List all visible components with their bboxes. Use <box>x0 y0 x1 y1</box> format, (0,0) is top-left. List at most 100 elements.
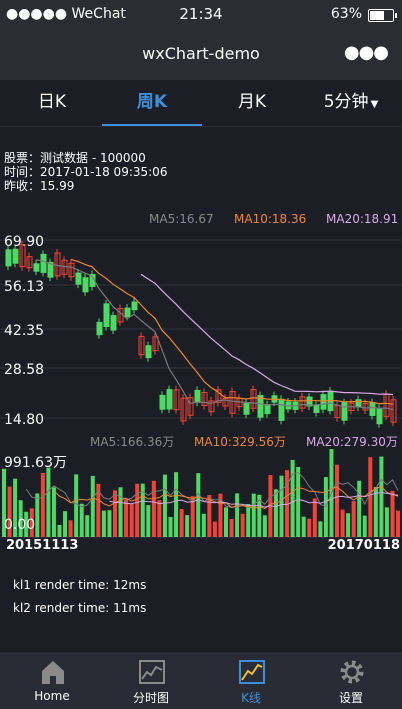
dropdown-caret-icon: ▼ <box>370 99 379 110</box>
volume-bar <box>196 473 201 537</box>
x-axis-start-label: 20151113 <box>6 538 78 551</box>
volume-bar <box>318 521 323 537</box>
kline-candle <box>278 398 285 421</box>
volume-bar <box>373 487 378 537</box>
volume-bar <box>79 503 84 537</box>
volume-bar <box>179 509 184 537</box>
tabbar-home[interactable]: Home <box>2 652 102 709</box>
kline-candle <box>110 315 117 331</box>
tabbar-settings-label: 设置 <box>338 691 363 705</box>
kline-candle <box>75 272 82 285</box>
volume-bar <box>157 500 162 537</box>
x-axis-end-label: 20170118 <box>328 538 400 551</box>
kline-candle <box>299 396 306 409</box>
volume-bar <box>307 518 312 537</box>
render-log-2: kl2 render time: 11ms <box>13 601 147 615</box>
volume-bar <box>96 483 101 537</box>
volume-bar <box>273 489 278 537</box>
kline-candle <box>390 399 397 423</box>
kline-candle <box>222 397 229 407</box>
home-icon <box>42 661 64 684</box>
kline-candle <box>180 397 187 422</box>
kline-candle <box>215 389 222 403</box>
volume-bar <box>212 521 217 537</box>
tab-day[interactable]: 日K <box>37 92 67 112</box>
volume-bar <box>390 490 395 537</box>
volume-bar <box>251 493 256 537</box>
volume-bar <box>24 511 29 537</box>
stock-name: 股票：测试数据 - 100000 <box>4 151 146 165</box>
kline-candle <box>68 262 75 278</box>
battery-icon <box>368 9 397 22</box>
kline-candle <box>5 249 12 267</box>
gear-icon <box>340 660 364 684</box>
volume-bar <box>190 496 195 537</box>
kline-candle <box>103 303 110 328</box>
volume-bar <box>257 494 262 537</box>
volume-bar <box>40 472 45 537</box>
prev-close: 昨收：15.99 <box>4 179 75 193</box>
kline-chart[interactable]: 69.90 56.13 42.35 28.58 14.80 <box>0 228 402 428</box>
volume-bar <box>124 499 129 537</box>
tab-week[interactable]: 周K <box>102 80 202 126</box>
volume-ma20: MA20:279.30万 <box>306 435 398 449</box>
tab-month[interactable]: 月K <box>237 92 267 112</box>
render-log-1: kl1 render time: 12ms <box>13 578 147 592</box>
kline-candle <box>229 391 236 414</box>
volume-bar <box>362 515 367 537</box>
volume-ma5: MA5:166.36万 <box>90 435 175 449</box>
volume-bar <box>396 510 401 537</box>
volume-bar <box>35 493 40 537</box>
volume-bar <box>357 480 362 537</box>
volume-bar <box>246 503 251 537</box>
volume-y-max-label: 991.63万 <box>4 455 67 471</box>
volume-bar <box>384 507 389 537</box>
volume-bar <box>7 486 12 537</box>
tab-5min[interactable]: 5分钟 ▼ <box>296 80 402 126</box>
volume-bar <box>351 501 356 537</box>
volume-chart[interactable]: 991.63万 0.00 20151113 20170118 <box>0 449 402 551</box>
kline-ma5-line <box>35 259 394 411</box>
volume-ma20-line <box>109 491 399 508</box>
volume-bar <box>57 524 62 537</box>
kline-y-label: 14.80 <box>4 412 44 428</box>
kline-candle <box>201 391 208 407</box>
tabbar-timeshare[interactable]: 分时图 <box>101 652 201 709</box>
tabbar-kline[interactable]: K线 <box>201 652 301 709</box>
volume-bar <box>235 493 240 537</box>
kline-candle <box>138 335 145 356</box>
volume-bar <box>107 510 112 537</box>
volume-ma5-line <box>25 471 399 509</box>
volume-bar <box>68 520 73 537</box>
volume-bar <box>135 483 140 537</box>
volume-ma10: MA10:329.56万 <box>194 435 286 449</box>
volume-bar <box>201 513 206 537</box>
volume-bar <box>290 459 295 537</box>
kline-candle <box>47 261 54 278</box>
more-menu-button[interactable]: ●●● <box>343 42 389 63</box>
kline-candle <box>376 407 383 425</box>
kline-candle <box>208 400 215 413</box>
tabbar-kline-label: K线 <box>241 691 261 705</box>
kline-candle <box>96 321 103 336</box>
kline-candle <box>12 248 19 264</box>
kline-candle <box>173 389 180 411</box>
battery-percent: 63% <box>330 6 362 22</box>
kline-ma10: MA10:18.36 <box>234 212 307 226</box>
kline-y-label: 28.58 <box>4 362 44 378</box>
volume-bar <box>29 508 34 537</box>
kline-candle <box>250 389 257 409</box>
tabbar-settings[interactable]: 设置 <box>301 652 401 709</box>
kline-candle <box>369 402 376 416</box>
nav-bar: wxChart-demo ●●● <box>0 30 402 80</box>
kline-candle <box>306 396 313 407</box>
kline-candle <box>243 403 250 415</box>
kline-candle <box>33 263 40 272</box>
volume-bar <box>296 466 301 537</box>
kline-candle <box>362 403 369 411</box>
volume-bar <box>162 474 167 537</box>
kline-y-label: 42.35 <box>4 323 44 339</box>
stock-info: 股票：测试数据 - 100000 时间：2017-01-18 09:35:06 … <box>4 151 167 193</box>
volume-bar <box>101 510 106 537</box>
status-bar: ●●●●● WeChat 21:34 63% <box>0 0 402 30</box>
